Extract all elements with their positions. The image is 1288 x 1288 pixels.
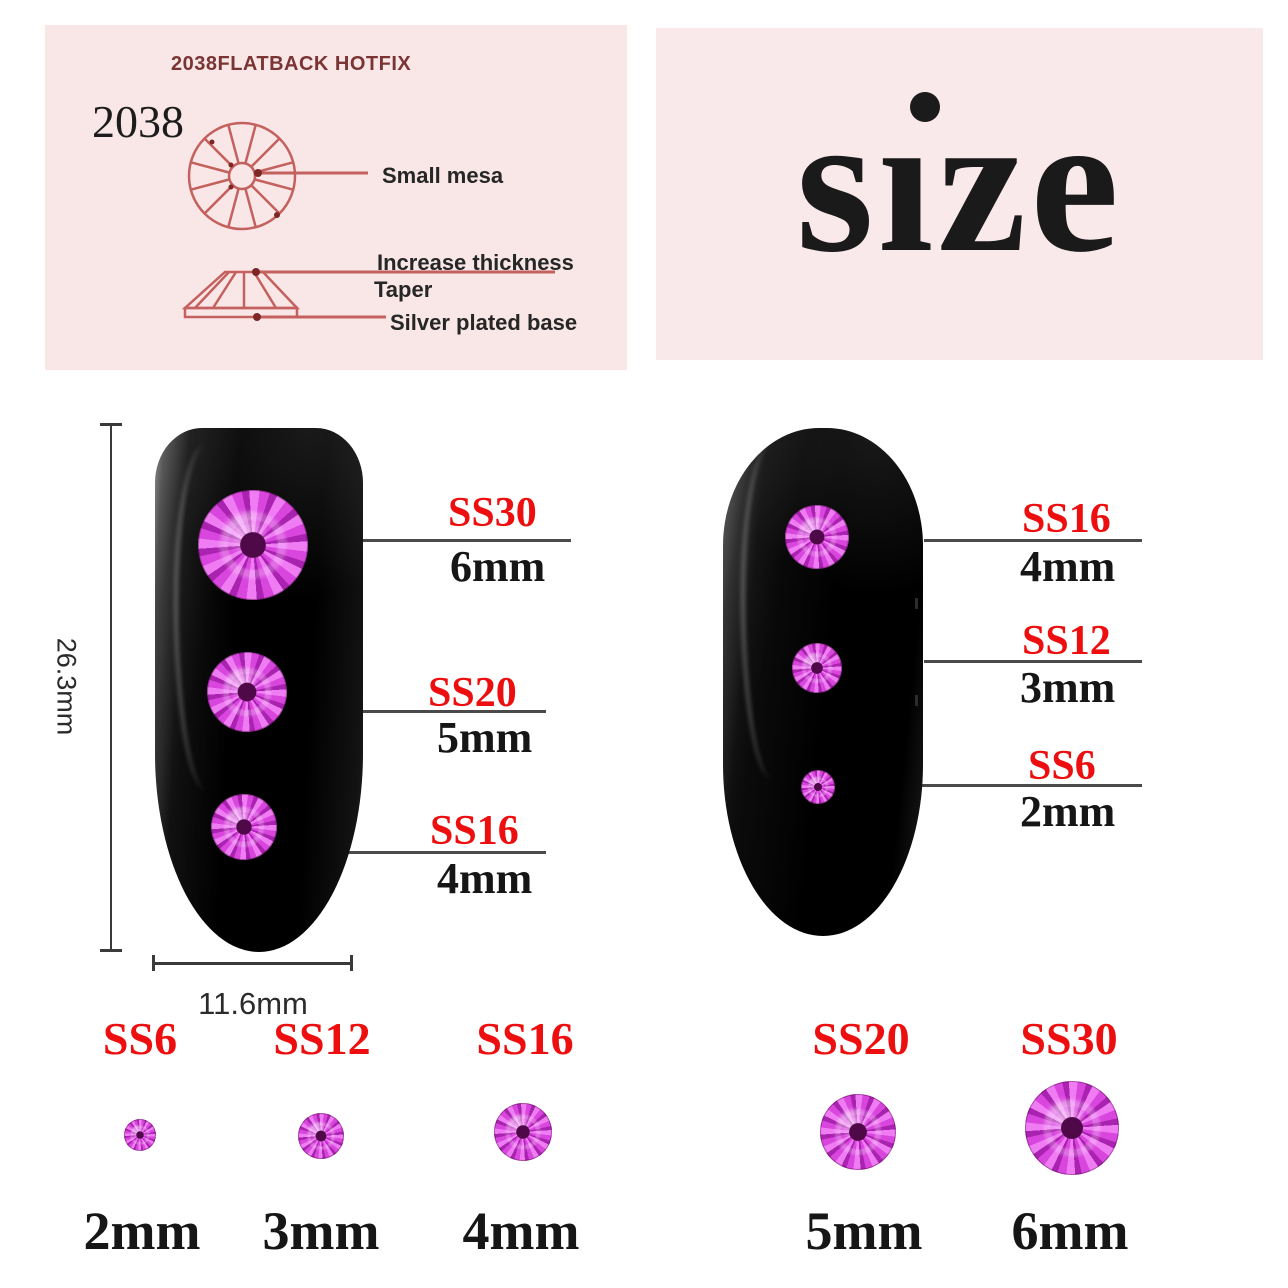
rhinestone-ss12	[298, 1113, 344, 1159]
chart-mm-label: 4mm	[462, 1201, 580, 1261]
rhinestone-ss6	[801, 770, 835, 804]
nail-edge-tick	[915, 695, 918, 706]
chart-ss-label: SS20	[812, 1013, 910, 1064]
spec-panel-title: 2038FLATBACK HOTFIX	[171, 53, 412, 75]
rhinestone-ss12	[792, 643, 842, 693]
rhinestone-ss20	[820, 1094, 896, 1170]
mm-size-label: 5mm	[437, 713, 533, 762]
callout-silver-plated-base: Silver plated base	[390, 310, 578, 335]
chart-ss-label: SS16	[476, 1013, 574, 1064]
rhinestone-ss16	[211, 794, 277, 860]
leader-line	[924, 539, 1142, 542]
ss-size-label: SS16	[430, 808, 519, 854]
rhinestone-ss20	[207, 652, 287, 732]
model-number: 2038	[92, 96, 184, 147]
chart-ss-label: SS30	[1020, 1013, 1118, 1064]
width-dimension-line	[153, 962, 353, 965]
chart-mm-label: 6mm	[1011, 1201, 1129, 1261]
mm-size-label: 2mm	[1020, 787, 1116, 836]
leader-line	[332, 710, 546, 713]
callout-increase-thickness: Increase thickness	[377, 250, 574, 275]
leader-line	[896, 784, 1142, 787]
callout-small-mesa: Small mesa	[382, 163, 504, 188]
leader-line	[335, 851, 546, 854]
callout-taper: Taper	[374, 277, 433, 302]
dimension-cap	[100, 423, 122, 426]
ss-size-label: SS30	[448, 490, 537, 536]
chart-ss-label: SS6	[102, 1013, 178, 1064]
chart-mm-label: 5mm	[805, 1201, 923, 1261]
ss-size-label: SS16	[1022, 496, 1111, 542]
ss-size-label: SS12	[1022, 618, 1111, 664]
nail-width-label: 11.6mm	[198, 986, 308, 1021]
ss-size-label: SS20	[428, 670, 517, 716]
chart-ss-label: SS12	[273, 1013, 371, 1064]
rhinestone-ss30	[198, 490, 308, 600]
nail-edge-tick	[915, 598, 918, 609]
spec-panel: 2038FLATBACK HOTFIX 2038 Small mesa Incr…	[45, 25, 627, 370]
rhinestone-ss16	[494, 1103, 552, 1161]
dimension-cap	[100, 949, 122, 952]
chart-mm-label: 3mm	[262, 1201, 380, 1261]
size-panel-title: sıze	[796, 73, 1123, 294]
rhinestone-ss30	[1025, 1081, 1119, 1175]
dimension-tick	[152, 955, 155, 971]
height-dimension-line	[110, 424, 112, 952]
size-panel: sıze	[656, 28, 1263, 360]
mm-size-label: 4mm	[437, 854, 533, 903]
i-dot-icon	[910, 92, 940, 122]
rhinestone-ss16	[785, 505, 849, 569]
mm-size-label: 6mm	[450, 542, 546, 591]
ss-size-label: SS6	[1028, 743, 1096, 789]
nail-height-label: 26.3mm	[51, 637, 82, 736]
leader-line	[924, 660, 1142, 663]
rhinestone-ss6	[124, 1119, 156, 1151]
dimension-tick	[350, 955, 353, 971]
mm-size-label: 4mm	[1020, 542, 1116, 591]
chart-mm-label: 2mm	[83, 1201, 201, 1261]
mm-size-label: 3mm	[1020, 663, 1116, 712]
rhinestone-spec-diagram	[181, 121, 555, 321]
leader-line	[345, 539, 571, 542]
